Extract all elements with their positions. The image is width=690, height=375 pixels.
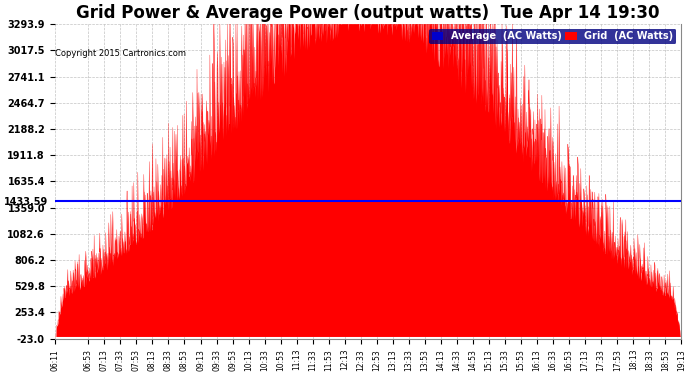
Legend: Average  (AC Watts), Grid  (AC Watts): Average (AC Watts), Grid (AC Watts): [428, 28, 676, 44]
Text: Copyright 2015 Cartronics.com: Copyright 2015 Cartronics.com: [55, 49, 186, 58]
Title: Grid Power & Average Power (output watts)  Tue Apr 14 19:30: Grid Power & Average Power (output watts…: [77, 4, 660, 22]
